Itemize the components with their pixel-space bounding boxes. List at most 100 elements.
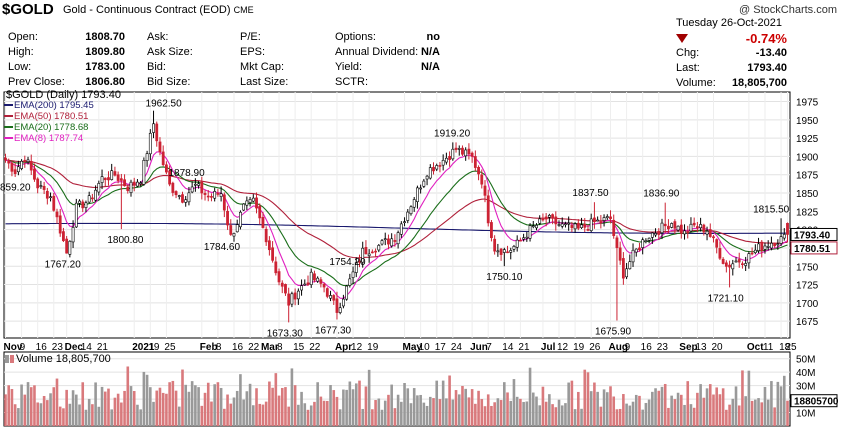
candle-body [564, 223, 567, 226]
candle-body [145, 153, 149, 161]
volume-bar [663, 383, 667, 426]
volume-bar [29, 387, 33, 426]
candle-body [200, 181, 204, 194]
candle-body [181, 194, 184, 203]
volume-bar [371, 409, 374, 426]
candle-body [264, 228, 268, 243]
stockcharts-watermark: @ StockCharts.com [739, 4, 837, 16]
candle-body [383, 238, 387, 241]
price-annotation: 1767.20 [45, 260, 82, 271]
volume-bar [741, 370, 744, 426]
price-axis-tick: 1700 [796, 299, 819, 310]
last-price-tag-box [790, 227, 838, 241]
volume-bar [786, 400, 789, 426]
candle-body [364, 247, 368, 255]
volume-bar [264, 401, 268, 426]
volume-bar [316, 382, 319, 426]
candle-body [20, 160, 23, 169]
volume-bar [374, 400, 377, 426]
candle-body [628, 261, 632, 270]
x-axis-tick: 10 [419, 342, 431, 353]
volume-bar [728, 404, 731, 426]
volume-bar [116, 393, 120, 426]
candle-body [332, 295, 336, 301]
candle-body [232, 233, 236, 237]
candle-body [641, 239, 645, 248]
candle-body [68, 240, 72, 255]
candle-body [129, 181, 133, 193]
volume-bar [647, 399, 651, 426]
volume-bar [319, 396, 323, 426]
candle-body [306, 282, 310, 285]
volume-bar [448, 375, 451, 426]
candle-body [290, 293, 294, 305]
candle-body [695, 226, 699, 229]
candle-body [573, 223, 577, 230]
candle-body [432, 166, 435, 172]
last-value: 1793.40 [747, 62, 787, 74]
volume-bar [477, 390, 480, 426]
candle-body [721, 258, 725, 264]
volume-bar [689, 404, 693, 426]
candle-body [702, 224, 706, 233]
volume-axis-tick: 50M [796, 355, 815, 366]
x-axis-tick: 22 [248, 342, 260, 353]
volume-bar [779, 386, 783, 426]
candle-body [728, 264, 731, 268]
candle-body [65, 238, 69, 254]
candle-body [425, 175, 429, 180]
volume-bar [499, 400, 503, 426]
volume-bar [605, 392, 609, 426]
price-annotation: 1784.60 [204, 242, 241, 253]
volume-bar [718, 394, 722, 426]
candle-body [316, 277, 320, 282]
volume-bar [660, 386, 664, 426]
volume-bar [750, 400, 754, 426]
candle-body [248, 199, 252, 203]
candle-body [74, 202, 78, 228]
volume-bar [760, 402, 764, 426]
candle-body [493, 238, 497, 252]
candle-body [203, 193, 207, 195]
volume-bar [432, 398, 435, 426]
x-axis-tick: 19 [367, 342, 379, 353]
volume-down-swatch [10, 355, 14, 363]
candle-body [451, 148, 455, 160]
candle-body [531, 225, 535, 228]
candle-body [782, 234, 786, 239]
volume-bar [528, 367, 532, 426]
quote-opt-label-3: SCTR: [335, 76, 368, 88]
candle-body [557, 224, 561, 226]
candle-body [605, 216, 609, 219]
volume-bar [245, 391, 249, 426]
volume-bar [145, 374, 149, 426]
volume-bar [435, 380, 439, 426]
candle-body [100, 176, 104, 183]
volume-bar [589, 391, 593, 426]
volume-bar [68, 403, 72, 426]
candle-body [210, 196, 213, 198]
candle-body [94, 189, 98, 201]
volume-bar [441, 380, 445, 426]
volume-bar [235, 390, 239, 426]
candle-body [757, 243, 760, 251]
volume-bar [564, 403, 567, 426]
volume-bar [699, 384, 702, 426]
candle-body [602, 217, 606, 221]
legend-entry: EMA(200) 1795.45 [14, 100, 94, 111]
quote-pe-label-1: EPS: [240, 46, 266, 58]
volume-last-tag-box [790, 394, 838, 408]
candle-body [718, 248, 722, 259]
candle-body [168, 170, 172, 185]
volume-bar [725, 409, 728, 426]
candle-body [113, 171, 117, 176]
price-axis-tick: 1675 [796, 317, 819, 328]
candle-body [667, 225, 670, 230]
volume-bar [599, 406, 603, 426]
volume-bar [560, 405, 564, 426]
candle-body [438, 165, 442, 167]
candle-body [354, 262, 358, 273]
quote-opt-label-1: Annual Dividend: [335, 46, 419, 58]
candle-body [750, 252, 754, 255]
